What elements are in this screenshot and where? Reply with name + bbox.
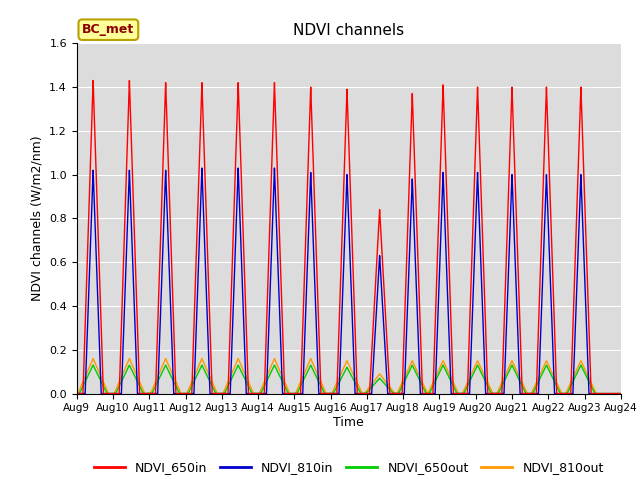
NDVI_810in (419, 391, 427, 396)
NDVI_810out (419, 382, 427, 387)
NDVI_650in (591, 391, 598, 396)
Text: BC_met: BC_met (82, 23, 134, 36)
NDVI_810in (617, 391, 625, 396)
NDVI_650in (360, 391, 367, 396)
NDVI_810in (360, 391, 367, 396)
NDVI_810out (591, 387, 598, 393)
NDVI_810in (73, 391, 81, 396)
NDVI_810in (566, 391, 573, 396)
NDVI_650out (90, 362, 97, 368)
NDVI_810in (591, 391, 598, 396)
NDVI_650in (617, 391, 625, 396)
Line: NDVI_650in: NDVI_650in (77, 81, 621, 394)
Legend: NDVI_650in, NDVI_810in, NDVI_650out, NDVI_810out: NDVI_650in, NDVI_810in, NDVI_650out, NDV… (89, 456, 609, 479)
NDVI_810in (140, 391, 147, 396)
NDVI_650out (591, 390, 598, 396)
NDVI_650out (419, 385, 427, 391)
NDVI_650out (566, 385, 573, 391)
NDVI_650in (85, 196, 93, 202)
NDVI_650in (140, 391, 147, 396)
NDVI_810out (73, 391, 81, 396)
NDVI_810out (85, 364, 93, 370)
Y-axis label: NDVI channels (W/m2/nm): NDVI channels (W/m2/nm) (31, 135, 44, 301)
NDVI_810out (90, 356, 97, 361)
NDVI_650in (73, 391, 81, 396)
Line: NDVI_810in: NDVI_810in (77, 168, 621, 394)
NDVI_810in (271, 165, 278, 171)
Line: NDVI_810out: NDVI_810out (77, 359, 621, 394)
NDVI_650out (617, 391, 625, 396)
NDVI_810out (566, 382, 573, 388)
NDVI_650out (140, 391, 147, 396)
X-axis label: Time: Time (333, 416, 364, 429)
NDVI_810out (360, 391, 367, 396)
NDVI_810out (617, 391, 625, 396)
Title: NDVI channels: NDVI channels (293, 23, 404, 38)
NDVI_810out (140, 388, 147, 394)
NDVI_650in (419, 391, 427, 396)
NDVI_650out (85, 370, 93, 376)
NDVI_650out (73, 391, 81, 396)
NDVI_650in (90, 78, 97, 84)
NDVI_810in (85, 276, 93, 281)
NDVI_650in (566, 391, 573, 396)
NDVI_650out (360, 391, 367, 396)
Line: NDVI_650out: NDVI_650out (77, 365, 621, 394)
